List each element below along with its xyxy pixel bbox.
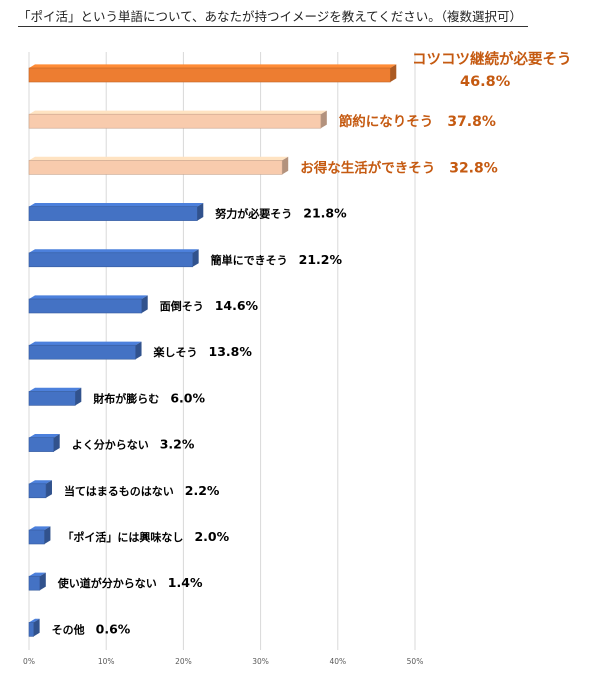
- bar-top-face: [29, 387, 82, 392]
- bar-top-face: [29, 295, 148, 299]
- bar: [28, 483, 47, 499]
- bar: [28, 160, 283, 175]
- bar-side-face: [390, 64, 397, 82]
- bar-top-face: [29, 341, 142, 346]
- bar-side-face: [197, 203, 204, 221]
- bar-top-face: [29, 480, 52, 484]
- bar-value-label: 46.8%: [460, 74, 511, 90]
- bar-value-label: 6.0%: [170, 390, 205, 405]
- x-tick-label: 20%: [175, 657, 192, 666]
- bar-value-label: 1.4%: [168, 575, 203, 590]
- chart-title: 「ポイ活」という単語について、あなたが持つイメージを教えてください。（複数選択可…: [18, 9, 523, 24]
- bar-side-face: [33, 618, 40, 637]
- bar-label: 当てはまるものはない 2.2%: [64, 483, 220, 498]
- bar-label: 簡単にできそう 21.2%: [211, 252, 343, 267]
- bar-category-label: 楽しそう: [153, 345, 198, 359]
- bar-value-label: 0.6%: [96, 621, 131, 636]
- x-tick-label: 0%: [23, 657, 35, 666]
- bar-label: 「ポイ活」には興味なし 2.0%: [62, 529, 229, 544]
- bar-side-face: [75, 387, 82, 406]
- bar-category-label: 「ポイ活」には興味なし: [62, 530, 183, 544]
- bar-category-label: お得な生活ができそう: [300, 159, 435, 176]
- bar-top-face: [29, 434, 60, 438]
- bar-side-face: [45, 480, 52, 498]
- bar: [28, 622, 34, 637]
- bar-label: 楽しそう 13.8%: [153, 344, 253, 359]
- bar-value-label: 14.6%: [215, 298, 259, 313]
- bar-label: その他 0.6%: [52, 621, 131, 636]
- bar-category-label: 簡単にできそう: [211, 253, 288, 267]
- bar-top-face: [29, 203, 204, 207]
- bar-category-label: 財布が膨らむ: [92, 391, 159, 405]
- bar-side-face: [135, 341, 142, 360]
- bar-top-face: [29, 572, 46, 577]
- bar-side-face: [141, 295, 148, 313]
- bar-value-label: 13.8%: [209, 344, 253, 359]
- bar-category-label: 当てはまるものはない: [64, 484, 174, 498]
- bar: [28, 206, 198, 221]
- bar-top-face: [29, 618, 40, 623]
- chart-title-underline: [18, 26, 528, 27]
- bar-side-face: [53, 434, 60, 452]
- bar-top-face: [29, 64, 397, 68]
- bar: [28, 344, 136, 360]
- bar-top-face: [29, 526, 51, 530]
- bar-category-label: よく分からない: [72, 438, 149, 452]
- bar: [28, 113, 322, 129]
- bar-top-face: [29, 156, 289, 161]
- bar-value-label: 21.8%: [303, 206, 347, 221]
- bar-side-face: [192, 249, 199, 267]
- bar-top-face: [29, 110, 327, 115]
- x-tick-label: 40%: [329, 657, 346, 666]
- bar-category-label: コツコツ継続が必要そう: [412, 50, 572, 68]
- bar-value-label: 37.8%: [447, 114, 496, 130]
- bar: [28, 437, 55, 452]
- bar-label: お得な生活ができそう 32.8%: [300, 159, 498, 176]
- bar-category-label: 面倒そう: [160, 299, 204, 313]
- bar: [28, 298, 143, 314]
- bar: [28, 252, 193, 268]
- bar-label: 努力が必要そう 21.8%: [215, 206, 347, 221]
- bar: [28, 391, 76, 406]
- x-tick-label: 10%: [98, 657, 115, 666]
- bar-category-label: その他: [52, 622, 85, 636]
- bar-value-label: 2.0%: [194, 529, 229, 544]
- bar-value-label: 32.8%: [449, 160, 498, 176]
- bar-label: 面倒そう 14.6%: [160, 298, 259, 313]
- bar: [28, 67, 391, 83]
- bar-label: よく分からない 3.2%: [72, 437, 195, 452]
- bar-side-face: [320, 110, 327, 129]
- bar-side-face: [44, 526, 51, 544]
- bar-category-label: 努力が必要そう: [215, 207, 292, 221]
- bar-value-label: 2.2%: [185, 483, 220, 498]
- bar-value-label: 21.2%: [299, 252, 343, 267]
- bar-value-label: 3.2%: [160, 437, 195, 452]
- bar-category-label: 節約になりそう: [339, 113, 434, 130]
- bar-label: 財布が膨らむ 6.0%: [92, 390, 205, 405]
- bar: [28, 575, 41, 591]
- bar-label: 節約になりそう 37.8%: [339, 113, 496, 130]
- bar-side-face: [282, 156, 289, 175]
- bar: [28, 529, 45, 545]
- bar-side-face: [39, 572, 46, 591]
- bar-label: 使い道が分からない 1.4%: [57, 575, 203, 590]
- x-tick-label: 30%: [252, 657, 269, 666]
- bar-category-label: 使い道が分からない: [57, 576, 157, 590]
- bar-top-face: [29, 249, 199, 253]
- x-tick-label: 50%: [407, 657, 424, 666]
